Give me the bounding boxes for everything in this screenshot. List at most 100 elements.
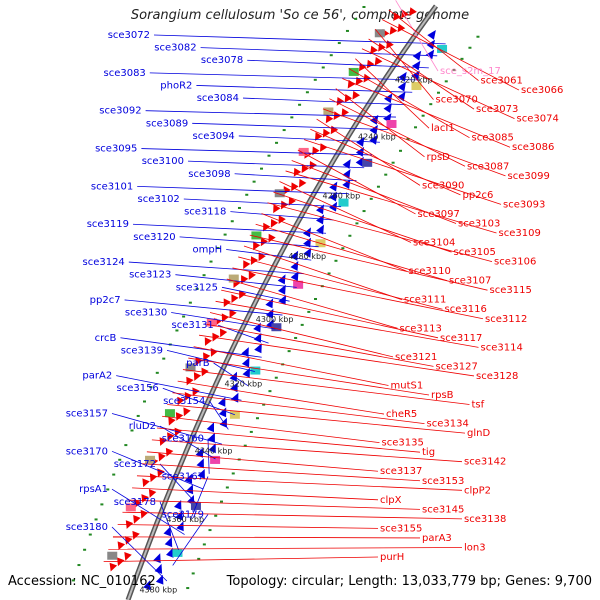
right-gene-label: sce3097 <box>418 209 460 220</box>
right-callout-line <box>215 300 479 348</box>
tick-mark-right <box>149 386 153 389</box>
kbp-tick-label: 4300 kbp <box>256 315 294 324</box>
reverse-gene-arrow <box>299 178 307 188</box>
left-callout-line <box>192 122 388 130</box>
reverse-gene-arrow <box>250 256 259 265</box>
right-callout-line <box>182 369 470 405</box>
right-gene-label: pp2c6 <box>463 190 494 201</box>
kbp-tick-label: 4220 kbp <box>395 76 433 85</box>
tick-mark-right <box>237 206 241 209</box>
forward-gene-arrow <box>185 484 194 495</box>
right-gene-label: sce3113 <box>400 323 442 334</box>
kbp-tick-label: 4320 kbp <box>225 380 263 389</box>
right-callout-line <box>255 223 448 282</box>
feature-box <box>172 548 183 557</box>
forward-gene-arrow <box>184 473 193 484</box>
left-callout-line <box>159 501 179 551</box>
left-callout-line <box>175 274 297 288</box>
tick-mark-right <box>252 180 256 183</box>
forward-gene-arrow <box>241 347 249 357</box>
left-gene-label: sce3101 <box>91 181 133 192</box>
forward-gene-arrow <box>155 574 164 585</box>
right-gene-label: sce3066 <box>521 85 563 96</box>
reverse-gene-arrow <box>374 56 383 66</box>
tick-mark-right <box>305 91 309 94</box>
tick-mark-left <box>406 138 410 141</box>
tick-mark-right <box>354 17 358 20</box>
right-callout-line <box>285 170 497 234</box>
left-gene-label: sce3100 <box>142 156 184 167</box>
tick-mark-left <box>436 91 440 94</box>
forward-gene-arrow <box>427 30 436 40</box>
right-gene-label: sce3073 <box>476 104 518 115</box>
tick-mark-left <box>421 114 425 117</box>
feature-box <box>348 67 359 76</box>
kbp-tick-label: 4340 kbp <box>195 446 233 455</box>
reverse-gene-arrow <box>366 59 375 69</box>
right-callout-line <box>193 346 389 386</box>
right-gene-label: glnD <box>467 428 490 439</box>
left-callout-line <box>242 97 405 106</box>
reverse-gene-arrow <box>177 396 185 406</box>
right-callout-line <box>232 267 484 320</box>
forward-gene-arrow <box>253 332 262 343</box>
feature-box <box>298 147 309 156</box>
reverse-gene-arrow <box>167 432 175 442</box>
forward-gene-arrow <box>290 271 299 282</box>
right-callout-line <box>122 511 463 520</box>
left-gene-label: sce3118 <box>184 207 226 218</box>
reverse-gene-arrow <box>212 332 220 342</box>
reverse-gene-arrow <box>183 407 191 417</box>
right-gene-label: sce3145 <box>422 504 464 515</box>
left-gene-label: sce3125 <box>176 282 218 293</box>
tick-mark-left <box>262 403 266 406</box>
left-gene-label: sce3154 <box>163 396 205 407</box>
forward-gene-arrow <box>303 247 312 258</box>
right-gene-label: sce3114 <box>481 342 523 353</box>
reverse-gene-arrow <box>389 26 398 35</box>
tick-mark-left <box>476 35 480 38</box>
left-gene-label: pp2c7 <box>90 295 121 306</box>
right-gene-label: sce3099 <box>508 171 550 182</box>
forward-gene-arrow <box>342 179 351 189</box>
tick-mark-left <box>341 247 345 250</box>
tick-mark-left <box>243 444 247 447</box>
right-gene-label: parA3 <box>422 533 452 544</box>
forward-gene-arrow <box>397 81 406 92</box>
right-gene-label: sce3153 <box>422 476 464 487</box>
left-gene-label: sce3179 <box>162 509 204 520</box>
forward-gene-arrow <box>342 169 351 179</box>
left-gene-label: sce3160 <box>162 434 204 445</box>
right-gene-label: rpsB <box>431 390 454 401</box>
left-callout-line <box>153 34 446 45</box>
forward-gene-arrow <box>412 60 421 71</box>
right-callout-line <box>243 245 403 301</box>
forward-gene-arrow <box>356 136 365 147</box>
right-callout-line <box>361 48 515 120</box>
right-gene-label: sce3115 <box>490 285 532 296</box>
right-callout-line <box>335 88 425 158</box>
reverse-gene-arrow <box>248 271 256 280</box>
left-callout-line <box>230 211 334 221</box>
right-callout-line <box>368 38 475 110</box>
reverse-gene-arrow <box>341 108 349 117</box>
right-gene-label: sce_s2m_17 <box>440 66 501 77</box>
tick-mark-right <box>260 167 264 170</box>
tick-mark-right <box>112 473 116 476</box>
right-callout-line <box>156 427 421 453</box>
reverse-gene-arrow <box>142 478 150 488</box>
right-callout-line <box>221 289 439 339</box>
forward-gene-arrow <box>207 432 215 443</box>
left-callout-line <box>247 59 429 69</box>
right-gene-label: tsf <box>472 400 485 411</box>
right-gene-label: sce3110 <box>409 266 451 277</box>
tick-mark-right <box>282 129 286 132</box>
right-callout-line <box>303 139 502 205</box>
right-gene-label: lon3 <box>464 542 486 553</box>
reverse-gene-arrow <box>134 499 142 508</box>
feature-box <box>437 44 448 53</box>
reverse-gene-arrow <box>193 372 202 381</box>
tick-mark-right <box>130 429 134 432</box>
feature-box <box>274 189 285 198</box>
reverse-gene-arrow <box>195 356 203 366</box>
